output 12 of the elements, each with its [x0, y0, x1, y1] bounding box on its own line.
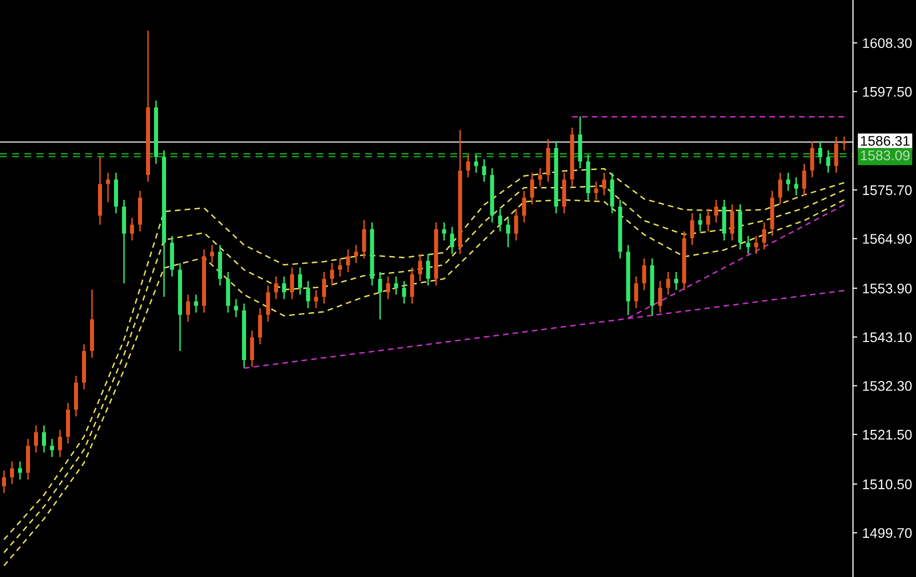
y-tick-label: 1575.70	[863, 185, 912, 196]
y-tick-label: 1543.10	[863, 332, 912, 342]
ref-line-label: 1583.09	[861, 150, 910, 160]
ref-line-label: 1586.31	[861, 136, 910, 146]
y-tick-label: 1510.50	[863, 479, 912, 490]
y-tick-label: 1564.90	[863, 234, 912, 244]
y-tick-label: 1532.30	[863, 381, 912, 391]
y-tick-label: 1608.30	[863, 38, 912, 48]
y-tick-label: 1597.50	[863, 86, 912, 97]
y-tick-label: 1521.50	[863, 430, 912, 440]
y-tick-label: 1553.90	[863, 284, 912, 294]
y-tick-label: 1499.70	[863, 528, 912, 538]
